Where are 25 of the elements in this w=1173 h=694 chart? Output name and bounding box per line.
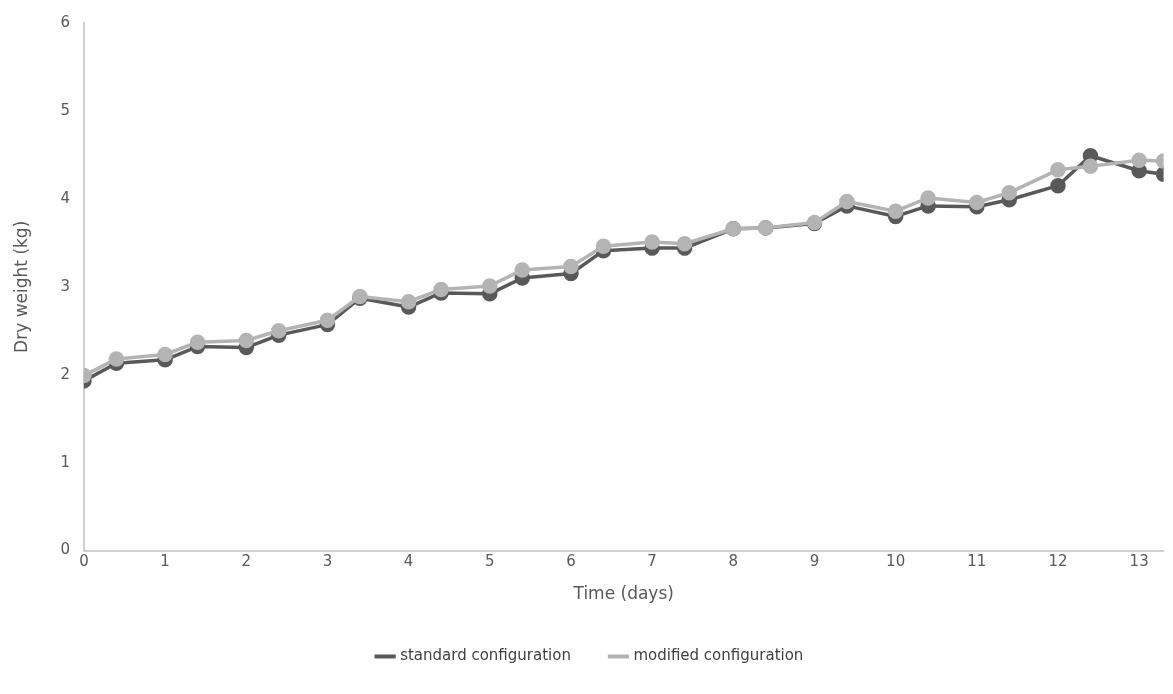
x-tick-label: 11 <box>967 552 987 571</box>
x-tick-label: 6 <box>566 552 576 571</box>
y-tick-label: 3 <box>60 276 70 295</box>
x-tick-label: 13 <box>1129 552 1149 571</box>
legend-label: standard configuration <box>400 646 571 665</box>
y-tick-label: 2 <box>60 364 70 383</box>
x-tick-label: 7 <box>647 552 657 571</box>
x-tick-label: 4 <box>403 552 414 571</box>
y-tick-label: 4 <box>60 188 70 207</box>
x-tick-label: 9 <box>809 552 820 571</box>
x-tick-label: 2 <box>241 552 252 571</box>
x-tick-label: 12 <box>1048 552 1068 571</box>
x-tick-label: 5 <box>485 552 495 571</box>
y-tick-label: 5 <box>60 100 70 119</box>
y-tick-label: 1 <box>60 452 70 471</box>
y-axis-title: Dry weight (kg) <box>10 220 31 353</box>
y-tick-label: 0 <box>60 540 70 559</box>
x-tick-label: 3 <box>322 552 333 571</box>
x-tick-label: 8 <box>728 552 739 571</box>
y-tick-label: 6 <box>60 12 70 31</box>
x-tick-label: 0 <box>79 552 89 571</box>
x-axis-title: Time (days) <box>572 583 674 604</box>
x-tick-label: 1 <box>160 552 170 571</box>
x-tick-label: 10 <box>886 552 906 571</box>
legend-label: modified configuration <box>633 646 804 665</box>
